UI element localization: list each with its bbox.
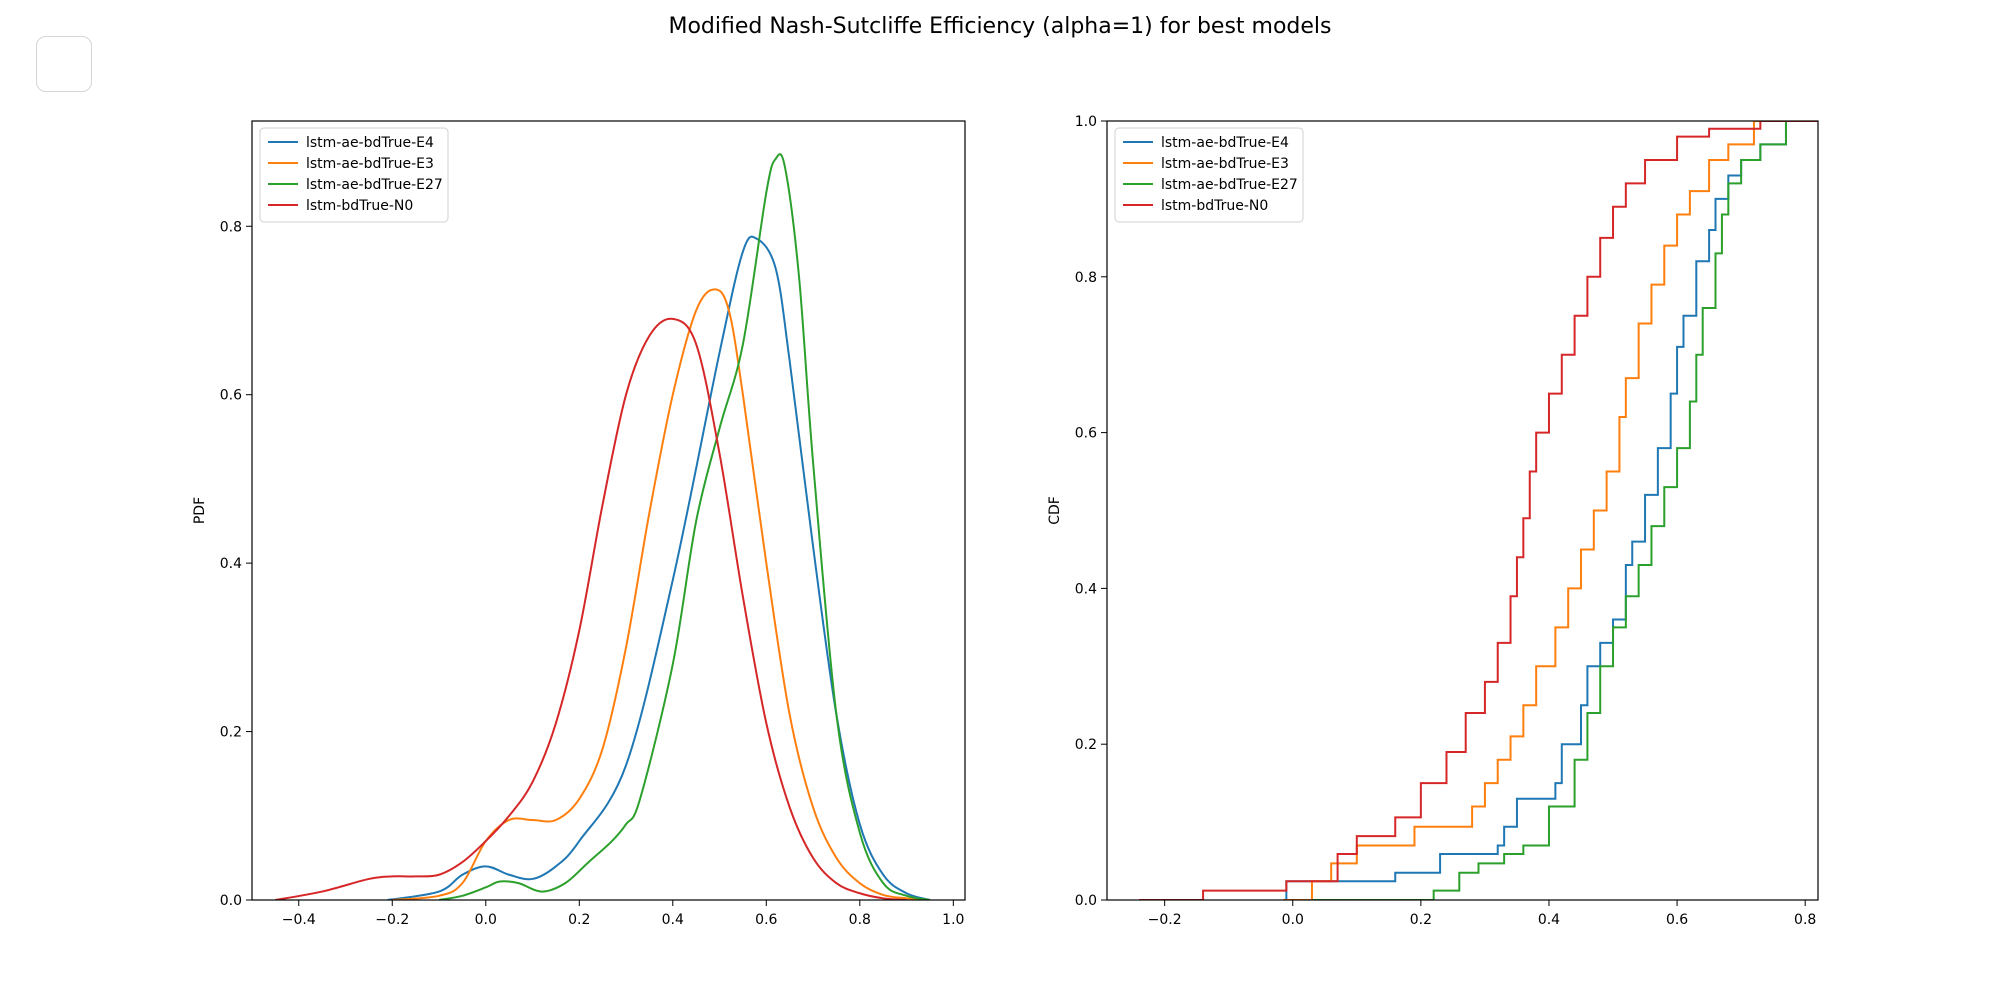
x-tick-label: 0.4 — [1538, 912, 1560, 928]
axes-frame — [1106, 120, 1819, 901]
y-tick-label: 0.0 — [220, 893, 242, 909]
cdf-chart: −0.2 0.0 0.2 0.4 0.6 0.8 0.0 0.2 0.4 0.6 0.8 1.0 CDF… — [1047, 114, 1819, 928]
figure-placeholder-box — [36, 36, 92, 92]
y-tick-label: 0.8 — [1075, 270, 1097, 286]
y-tick-label: 0.2 — [1075, 737, 1097, 753]
x-tick-label: 0.6 — [755, 912, 777, 928]
legend-box — [1114, 127, 1304, 223]
y-tick-label: 0.6 — [1075, 426, 1097, 442]
x-tick-label: 0.8 — [1794, 912, 1816, 928]
y-tick-label: 0.2 — [220, 725, 242, 741]
x-tick-label: 0.4 — [662, 912, 684, 928]
legend-label: lstm-bdTrue-N0 — [1161, 198, 1268, 214]
series-line-lstm-bdTrue-N0 — [275, 317, 907, 900]
y-tick-label: 0.6 — [220, 388, 242, 404]
x-tick-label: −0.4 — [282, 912, 316, 928]
y-tick-label: 0.4 — [1075, 581, 1097, 597]
series-line-lstm-ae-bdTrue-E3 — [392, 288, 931, 900]
x-tick-label: 1.0 — [942, 912, 964, 928]
legend-label: lstm-ae-bdTrue-E27 — [1161, 177, 1298, 193]
x-tick-label: 0.0 — [1282, 912, 1304, 928]
x-tick-label: 0.6 — [1666, 912, 1688, 928]
legend-label: lstm-ae-bdTrue-E4 — [306, 135, 434, 151]
y-tick-label: 0.8 — [220, 219, 242, 235]
series-line-lstm-bdTrue-N0 — [1139, 121, 1818, 900]
legend-label: lstm-ae-bdTrue-E27 — [306, 177, 443, 193]
y-axis-label: PDF — [192, 497, 208, 524]
series-line-lstm-ae-bdTrue-E4 — [1283, 121, 1818, 900]
x-tick-label: 0.0 — [475, 912, 497, 928]
x-tick-label: 0.8 — [849, 912, 871, 928]
series-line-lstm-ae-bdTrue-E3 — [1283, 121, 1818, 900]
legend-label: lstm-ae-bdTrue-E3 — [1161, 156, 1289, 172]
legend-box — [259, 127, 449, 223]
x-tick-label: 0.2 — [568, 912, 590, 928]
series-line-lstm-ae-bdTrue-E27 — [1311, 121, 1818, 900]
y-axis-label: CDF — [1047, 496, 1063, 525]
legend-label: lstm-ae-bdTrue-E4 — [1161, 135, 1289, 151]
legend: lstm-ae-bdTrue-E4 lstm-ae-bdTrue-E3 lstm-a… — [259, 127, 449, 223]
x-tick-label: 0.2 — [1410, 912, 1432, 928]
x-tick-label: −0.2 — [1148, 912, 1182, 928]
x-tick-label: −0.2 — [375, 912, 409, 928]
figure-title: Modified Nash-Sutcliffe Efficiency (alph… — [668, 14, 1332, 39]
y-tick-label: 0.0 — [1075, 893, 1097, 909]
legend-label: lstm-bdTrue-N0 — [306, 198, 413, 214]
legend: lstm-ae-bdTrue-E4 lstm-ae-bdTrue-E3 lstm-a… — [1114, 127, 1304, 223]
y-tick-label: 1.0 — [1075, 114, 1097, 130]
pdf-chart: −0.4 −0.2 0.0 0.2 0.4 0.6 0.8 1.0 0.0 0.2 0.4 0.6 0.… — [192, 120, 966, 928]
legend-label: lstm-ae-bdTrue-E3 — [306, 156, 434, 172]
series-line-lstm-ae-bdTrue-E4 — [387, 235, 931, 900]
y-tick-label: 0.4 — [220, 556, 242, 572]
axes-frame — [251, 120, 966, 901]
